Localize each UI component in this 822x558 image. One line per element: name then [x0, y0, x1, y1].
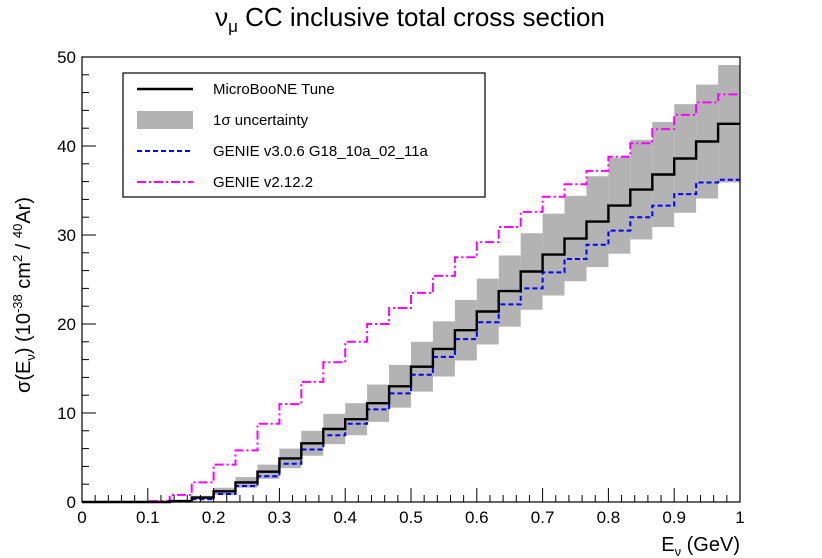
x-tick-label: 0.7: [531, 508, 555, 527]
legend-swatch-band: [137, 111, 193, 129]
y-tick-label: 10: [57, 404, 76, 423]
y-tick-label: 30: [57, 226, 76, 245]
legend-box: [122, 72, 486, 198]
microboone-tune-line: [82, 122, 740, 504]
legend-label: GENIE v3.0.6 G18_10a_02_11a: [213, 143, 429, 160]
legend-label: 1σ uncertainty: [213, 112, 309, 129]
x-tick-label: 0.8: [597, 508, 621, 527]
x-tick-label: 0.2: [202, 508, 226, 527]
x-tick-label: 0: [77, 508, 86, 527]
legend-label: MicroBooNE Tune: [213, 81, 335, 98]
y-axis-label: σ(Eν) (10-38 cm2 / 40Ar): [10, 197, 38, 393]
y-tick-label: 0: [67, 493, 76, 512]
uncertainty-band: [169, 65, 740, 502]
x-tick-label: 0.6: [465, 508, 489, 527]
x-tick-label: 0.1: [136, 508, 160, 527]
y-axis: 0 10 20 30 40 50: [57, 48, 96, 512]
x-tick-label: 1: [735, 508, 744, 527]
x-tick-label: 0.9: [662, 508, 686, 527]
y-tick-label: 50: [57, 48, 76, 67]
legend: MicroBooNE Tune 1σ uncertainty GENIE v3.0.…: [122, 72, 486, 198]
x-axis-label: Eν (GeV): [661, 534, 740, 558]
genie-v2-line: [82, 93, 740, 503]
x-tick-label: 0.5: [399, 508, 423, 527]
x-axis: 0 0.1 0.2 0.3 0.4 0.5 0.6 0.7 0.8 0.9 1: [77, 488, 745, 527]
x-tick-label: 0.3: [268, 508, 292, 527]
y-tick-label: 40: [57, 137, 76, 156]
genie-v3-line: [82, 178, 740, 503]
x-tick-label: 0.4: [333, 508, 357, 527]
legend-label: GENIE v2.12.2: [213, 174, 313, 191]
chart-title: νμ CC inclusive total cross section: [215, 2, 605, 36]
y-tick-label: 20: [57, 315, 76, 334]
